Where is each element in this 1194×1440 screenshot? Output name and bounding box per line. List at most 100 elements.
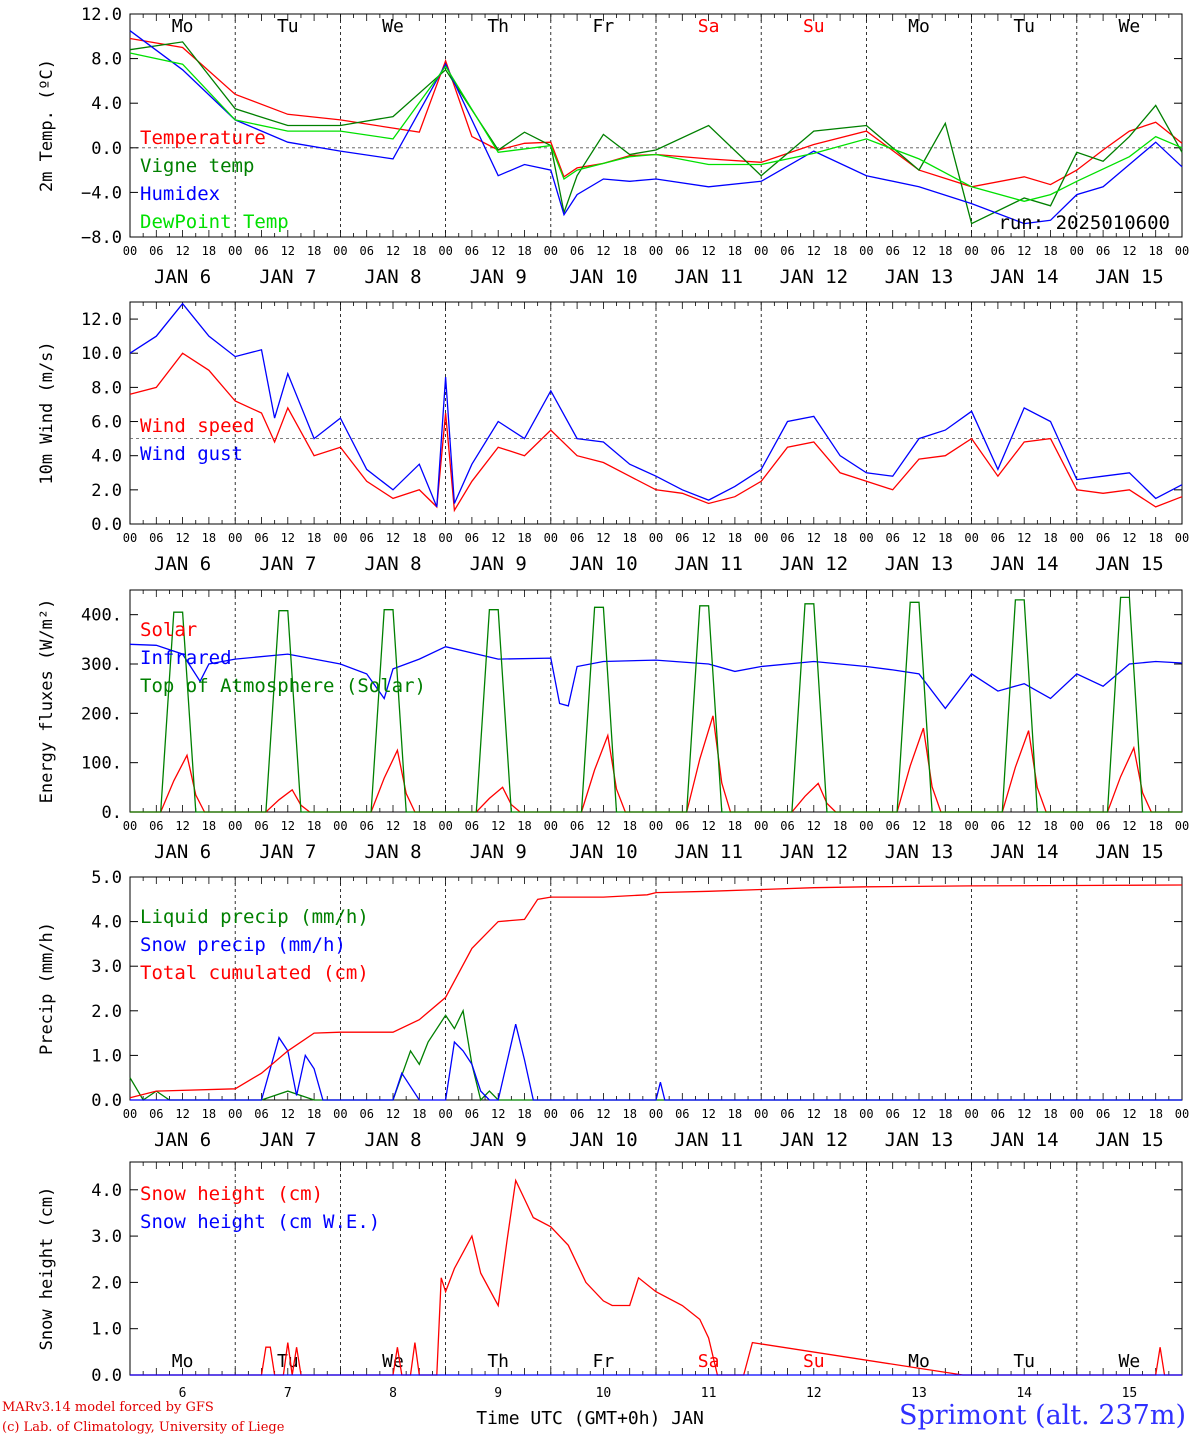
hour-tick-label: 06 — [780, 819, 794, 833]
hour-tick-label: 18 — [1148, 1107, 1162, 1121]
hour-tick-label: 06 — [991, 1107, 1005, 1121]
hour-tick-label: 18 — [1043, 244, 1057, 258]
y-tick-label: 4.0 — [91, 94, 122, 114]
y-tick-label: 4.0 — [91, 913, 122, 933]
hour-tick-label: 00 — [859, 1107, 873, 1121]
hour-tick-label: 18 — [622, 819, 636, 833]
day-number-label: 8 — [389, 1386, 397, 1401]
y-tick-label: 8.0 — [91, 378, 122, 398]
hour-tick-label: 12 — [701, 244, 715, 258]
hour-tick-label: 06 — [149, 1107, 163, 1121]
weekday-label: Sa — [698, 1351, 720, 1372]
legend-entry: Humidex — [140, 183, 220, 205]
y-tick-label: 0.0 — [91, 1366, 122, 1386]
hour-tick-label: 12 — [386, 244, 400, 258]
y-tick-label: 3.0 — [91, 1227, 122, 1247]
y-tick-label: 1.0 — [91, 1320, 122, 1340]
hour-tick-label: 12 — [491, 244, 505, 258]
hour-tick-label: 18 — [1043, 819, 1057, 833]
legend-entry: Snow height (cm) — [140, 1183, 323, 1205]
legend-entry: DewPoint Temp — [140, 211, 289, 233]
panel-1: 12.0 8.0 4.0 0.0 −4.0 −8.0 2m Temp. (ºC) 00 06 12… — [37, 5, 1189, 288]
day-label: JAN 15 — [1095, 553, 1164, 575]
hour-tick-label: 06 — [1096, 531, 1110, 545]
weekday-label: Mo — [908, 16, 930, 37]
y-tick-label: 5.0 — [91, 868, 122, 888]
hour-tick-label: 18 — [517, 531, 531, 545]
weekday-label: We — [1119, 1351, 1141, 1372]
day-number-label: 13 — [911, 1386, 927, 1401]
y-tick-label: 0.0 — [91, 139, 122, 159]
day-label: JAN 14 — [990, 1129, 1059, 1151]
series-line — [130, 1178, 1182, 1376]
y-axis-label: Snow height (cm) — [37, 1187, 57, 1351]
weekday-label: Th — [487, 1351, 509, 1372]
hour-tick-label: 06 — [675, 531, 689, 545]
hour-tick-label: 06 — [1096, 819, 1110, 833]
day-label: JAN 8 — [364, 1129, 421, 1151]
day-number-label: 15 — [1122, 1386, 1138, 1401]
hour-tick-label: 00 — [438, 1107, 452, 1121]
hour-tick-label: 00 — [964, 819, 978, 833]
day-label: JAN 10 — [569, 553, 638, 575]
hour-tick-label: 12 — [281, 819, 295, 833]
hour-tick-label: 00 — [859, 244, 873, 258]
hour-tick-label: 12 — [386, 531, 400, 545]
day-number-label: 9 — [494, 1386, 502, 1401]
hour-tick-label: 12 — [1017, 1107, 1031, 1121]
y-tick-label: 3.0 — [91, 957, 122, 977]
hour-tick-label: 18 — [1148, 819, 1162, 833]
hour-tick-label: 18 — [833, 244, 847, 258]
y-tick-label: 2.0 — [91, 1002, 122, 1022]
day-label: JAN 13 — [885, 266, 954, 288]
y-tick-label: −4.0 — [81, 183, 122, 203]
day-label: JAN 12 — [779, 266, 848, 288]
hour-tick-label: 12 — [807, 531, 821, 545]
day-label: JAN 6 — [154, 553, 211, 575]
day-label: JAN 11 — [674, 841, 743, 863]
hour-tick-label: 12 — [281, 1107, 295, 1121]
panel-5: 4.0 3.0 2.0 1.0 0.0 Snow height (cm) Mo Tu We Th F… — [37, 1161, 1183, 1401]
hour-tick-label: 18 — [938, 1107, 952, 1121]
series-line — [129, 1008, 1182, 1102]
hour-tick-label: 18 — [307, 531, 321, 545]
hour-tick-label: 12 — [1017, 819, 1031, 833]
day-label: JAN 9 — [470, 553, 527, 575]
legend-entry: Temperature — [140, 127, 266, 149]
hour-tick-label: 12 — [1017, 531, 1031, 545]
hour-tick-label: 12 — [1122, 1107, 1136, 1121]
hour-tick-label: 06 — [675, 244, 689, 258]
hour-tick-label: 18 — [517, 1107, 531, 1121]
hour-tick-label: 06 — [991, 819, 1005, 833]
hour-tick-label: 18 — [622, 531, 636, 545]
hour-tick-label: 18 — [938, 819, 952, 833]
day-label: JAN 9 — [470, 1129, 527, 1151]
hour-tick-label: 06 — [465, 819, 479, 833]
hour-tick-label: 06 — [570, 819, 584, 833]
y-tick-label: 12.0 — [81, 5, 122, 25]
hour-tick-label: 12 — [701, 1107, 715, 1121]
day-number-label: 10 — [596, 1386, 612, 1401]
weekday-label: Mo — [172, 1351, 194, 1372]
day-label: JAN 10 — [569, 266, 638, 288]
legend-entry: Infrared — [140, 647, 232, 669]
day-label: JAN 11 — [674, 1129, 743, 1151]
hour-tick-label: 12 — [912, 819, 926, 833]
hour-tick-label: 00 — [228, 1107, 242, 1121]
day-label: JAN 14 — [990, 841, 1059, 863]
weekday-label: Mo — [908, 1351, 930, 1372]
hour-tick-label: 18 — [938, 531, 952, 545]
hour-tick-label: 12 — [912, 244, 926, 258]
hour-tick-label: 12 — [807, 1107, 821, 1121]
hour-tick-label: 12 — [912, 1107, 926, 1121]
hour-tick-label: 00 — [438, 244, 452, 258]
series-line — [129, 37, 1183, 188]
hour-tick-label: 12 — [701, 531, 715, 545]
hour-tick-label: 12 — [386, 1107, 400, 1121]
hour-tick-label: 12 — [175, 1107, 189, 1121]
hour-tick-label: 06 — [885, 819, 899, 833]
hour-tick-label: 00 — [649, 1107, 663, 1121]
panel-3: 400. 300. 200. 100. 0. Energy fluxes (W/m²) 00… — [37, 589, 1189, 863]
series-line — [129, 30, 1183, 225]
